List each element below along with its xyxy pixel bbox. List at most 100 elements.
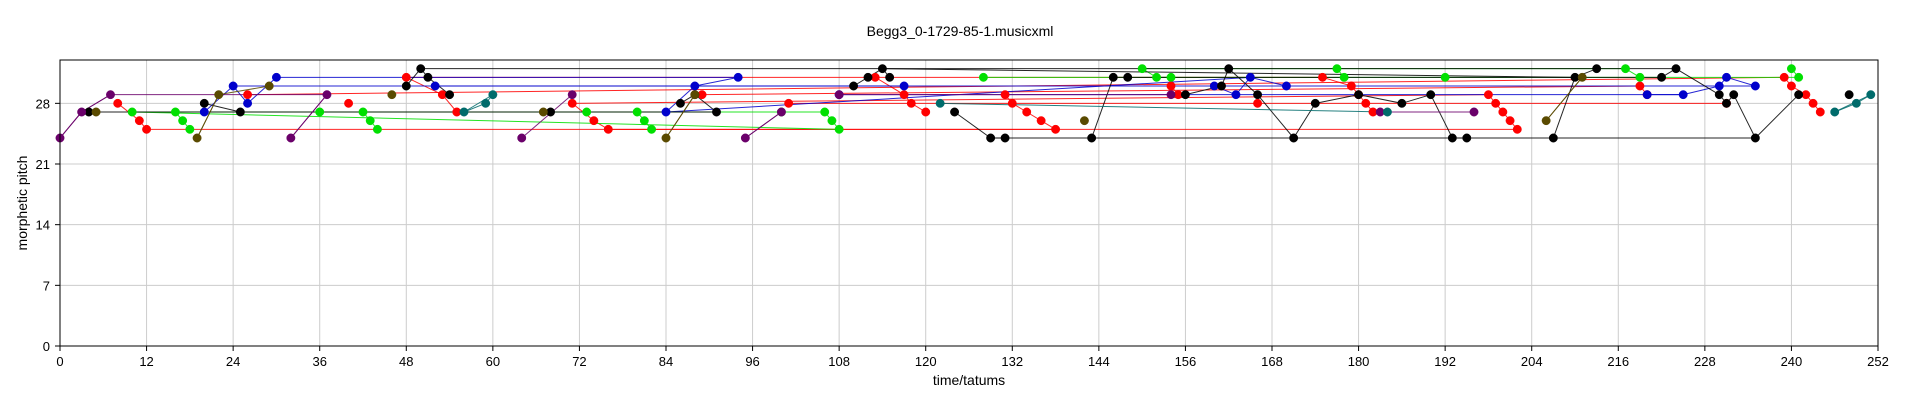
point-black <box>445 90 455 100</box>
point-green <box>1635 72 1645 82</box>
point-purple <box>517 133 527 143</box>
point-purple <box>834 90 844 100</box>
x-axis-label: time/tatums <box>933 372 1005 388</box>
series-segment-blue <box>1726 76 1756 87</box>
point-green <box>1786 64 1796 74</box>
point-green <box>1166 72 1176 82</box>
point-red <box>589 116 599 126</box>
point-blue <box>243 98 253 108</box>
point-green <box>1794 72 1804 82</box>
point-black <box>1310 98 1320 108</box>
x-tick-label: 96 <box>745 354 759 369</box>
series-link-purple <box>290 94 328 139</box>
point-black <box>1592 64 1602 74</box>
x-tick-label: 144 <box>1088 354 1110 369</box>
series-segment-black <box>1755 94 1799 139</box>
series-link-olive <box>665 94 696 139</box>
point-red <box>1022 107 1032 117</box>
point-green <box>185 124 195 134</box>
point-green <box>1621 64 1630 74</box>
point-green <box>127 107 137 117</box>
point-purple <box>77 107 87 117</box>
point-black <box>877 64 887 74</box>
series-link-olive <box>196 94 220 139</box>
point-red <box>1000 90 1010 100</box>
point-olive <box>214 90 224 100</box>
series-segment-black <box>1675 68 1720 96</box>
series-segment-black <box>204 102 241 113</box>
point-black <box>1750 133 1760 143</box>
point-black <box>1426 90 1436 100</box>
x-tick-label: 156 <box>1175 354 1197 369</box>
point-purple <box>1166 90 1176 100</box>
point-green <box>315 107 325 117</box>
point-teal <box>481 98 491 108</box>
point-blue <box>899 81 909 91</box>
point-black <box>1224 64 1234 74</box>
point-black <box>1671 64 1681 74</box>
plot-frame <box>59 59 1879 347</box>
point-green <box>820 107 830 117</box>
y-tick-label: 7 <box>43 278 50 293</box>
point-black <box>1354 90 1364 100</box>
point-green <box>1137 64 1147 74</box>
point-red <box>906 98 916 108</box>
point-black <box>1180 90 1190 100</box>
x-tick-label: 132 <box>1001 354 1023 369</box>
point-red <box>401 72 411 82</box>
point-black <box>1462 133 1472 143</box>
point-purple <box>567 90 577 100</box>
x-tick-label: 192 <box>1434 354 1456 369</box>
point-red <box>1253 98 1263 108</box>
point-black <box>423 72 433 82</box>
x-tick-label: 48 <box>399 354 413 369</box>
y-tick-label: 0 <box>43 339 50 354</box>
point-blue <box>1714 81 1724 91</box>
point-green <box>827 116 837 126</box>
point-black <box>1108 72 1118 82</box>
y-axis-ticks: 0 7 14 21 28 <box>36 96 60 354</box>
point-purple <box>776 107 786 117</box>
series-segment-black <box>694 94 717 113</box>
point-blue <box>1281 81 1291 91</box>
point-black <box>1548 133 1558 143</box>
point-blue <box>1231 90 1241 100</box>
point-blue <box>1245 72 1255 82</box>
point-green <box>365 116 375 126</box>
series-link-purple <box>521 94 573 139</box>
point-olive <box>1079 116 1089 126</box>
point-blue <box>661 107 671 117</box>
x-tick-label: 12 <box>139 354 153 369</box>
point-green <box>1332 64 1342 74</box>
point-olive <box>1541 116 1551 126</box>
series-segment-black <box>1257 94 1295 139</box>
point-red <box>1318 72 1327 82</box>
point-red <box>1007 98 1017 108</box>
series-link-teal <box>463 94 494 113</box>
point-black <box>712 107 721 117</box>
point-black <box>950 107 960 117</box>
x-tick-label: 0 <box>56 354 63 369</box>
x-tick-label: 168 <box>1261 354 1283 369</box>
point-olive <box>690 90 700 100</box>
point-red <box>899 90 909 100</box>
x-tick-label: 120 <box>915 354 937 369</box>
point-black <box>849 81 859 91</box>
series-link-teal <box>940 102 1388 113</box>
series-link-olive <box>1545 77 1583 121</box>
point-red <box>1815 107 1825 117</box>
point-red <box>1635 81 1645 91</box>
point-red <box>1808 98 1818 108</box>
point-blue <box>1722 72 1731 82</box>
point-black <box>863 72 873 82</box>
point-black <box>401 81 411 91</box>
point-black <box>416 64 426 74</box>
x-tick-label: 204 <box>1521 354 1543 369</box>
series-segment-black <box>1733 94 1756 139</box>
x-tick-label: 72 <box>572 354 586 369</box>
point-purple <box>286 133 296 143</box>
series-link-green <box>132 111 840 130</box>
series-segment-blue <box>247 76 277 104</box>
point-red <box>1361 98 1371 108</box>
